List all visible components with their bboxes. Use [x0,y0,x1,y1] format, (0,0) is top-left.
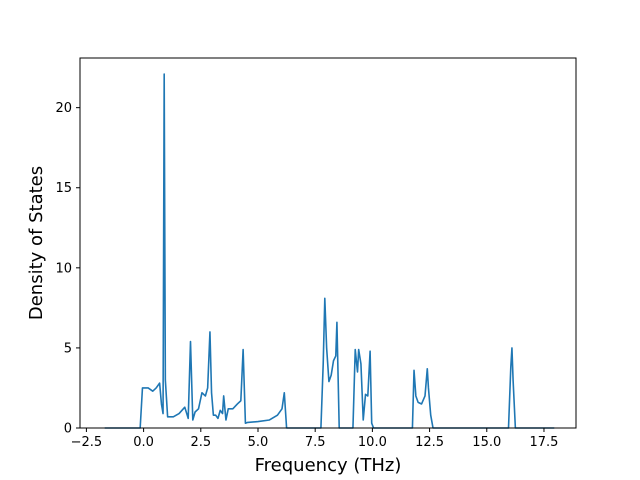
y-tick-label: 20 [55,101,72,116]
y-tick-label: 15 [55,181,72,196]
x-tick-label: 2.5 [190,435,211,450]
y-tick-label: 0 [64,422,72,437]
x-axis-ticks: −2.5 0.0 2.5 5.0 7.5 10.0 12.5 15.0 17.5 [71,428,558,450]
dos-series-line [104,73,555,429]
axes-frame [79,57,577,429]
y-axis-label: Density of States [26,166,47,320]
x-tick-label: 7.5 [305,435,326,450]
y-tick-label: 5 [64,341,72,356]
x-axis-label: Frequency (THz) [255,455,402,476]
x-tick-label: 10.0 [358,435,387,450]
y-tick-label: 10 [55,261,72,276]
x-tick-label: −2.5 [71,435,103,450]
x-tick-label: 5.0 [248,435,269,450]
x-tick-label: 0.0 [133,435,154,450]
x-tick-label: 17.5 [529,435,558,450]
plot-area [104,73,555,429]
y-axis-ticks: 0 5 10 15 20 [55,101,80,437]
x-tick-label: 12.5 [415,435,444,450]
x-tick-label: 15.0 [472,435,501,450]
